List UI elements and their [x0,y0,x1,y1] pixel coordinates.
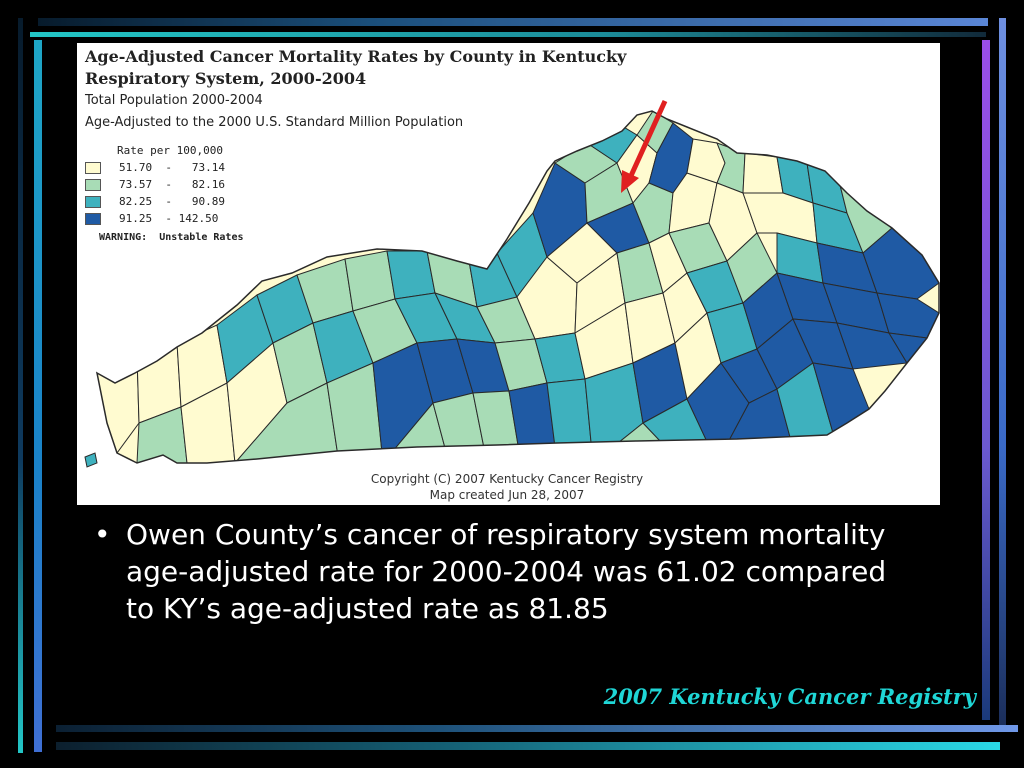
owen-county-arrow [621,99,668,193]
bottom-accent-bar [56,725,1018,732]
bullet-symbol: • [94,518,111,551]
left-accent-bar-secondary [18,18,23,753]
legend-swatch [85,213,101,225]
map-title: Age-Adjusted Cancer Mortality Rates by C… [85,46,626,90]
map-title-line1: Age-Adjusted Cancer Mortality Rates by C… [85,47,627,66]
kentucky-outline [95,110,940,464]
legend-swatch [85,196,101,208]
map-subtitle-standard: Age-Adjusted to the 2000 U.S. Standard M… [85,115,464,130]
legend-title: Rate per 100,000 [117,144,223,157]
legend-swatch [85,162,101,174]
kentucky-county-map [84,99,940,468]
source-credit: 2007 Kentucky Cancer Registry [603,684,976,709]
top-accent-bar-secondary [30,32,986,37]
legend-warning: WARNING: Unstable Rates [99,232,244,243]
county-map-panel: Age-Adjusted Cancer Mortality Rates by C… [77,43,940,505]
top-accent-bar [38,18,988,26]
right-accent-bar [982,40,990,720]
bottom-accent-bar-secondary [56,742,1000,750]
bullet-text: Owen County’s cancer of respiratory syst… [126,518,887,625]
right-accent-bar-secondary [999,18,1006,728]
map-copyright: Copyright (C) 2007 Kentucky Cancer Regis… [370,472,644,502]
left-accent-bar [34,40,42,752]
map-title-line2: Respiratory System, 2000-2004 [85,69,367,88]
map-subtitle-population: Total Population 2000-2004 [85,93,263,108]
fulton-county-exclave [84,452,98,468]
legend-swatch [85,179,101,191]
